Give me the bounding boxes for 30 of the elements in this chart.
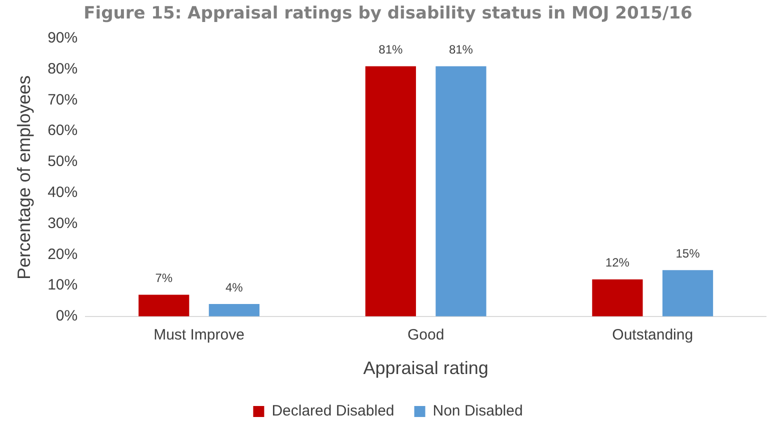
y-tick-label: 60% xyxy=(48,122,78,140)
data-label: 81% xyxy=(448,42,474,57)
y-tick-label: 50% xyxy=(48,153,78,170)
y-tick-label: 10% xyxy=(48,276,78,294)
y-tick-label: 0% xyxy=(56,308,78,325)
chart-title: Figure 15: Appraisal ratings by disability status in MOJ 2015/16 xyxy=(84,4,692,24)
x-tick-label: Must Improve xyxy=(154,326,244,344)
data-label: 81% xyxy=(378,42,403,57)
data-label: 15% xyxy=(676,246,700,260)
y-tick-label: 40% xyxy=(48,184,78,201)
data-label: 12% xyxy=(605,256,630,270)
data-label: 7% xyxy=(155,271,173,286)
bar xyxy=(662,270,714,316)
y-axis-title: Percentage of employees xyxy=(14,75,34,280)
legend-label: Declared Disabled xyxy=(272,402,394,420)
bar xyxy=(592,279,643,316)
y-tick-label: 70% xyxy=(48,91,78,108)
x-tick-label: Good xyxy=(407,326,444,344)
bar xyxy=(138,294,190,316)
y-tick-label: 90% xyxy=(48,30,78,47)
y-tick-label: 30% xyxy=(48,214,78,232)
legend-label: Non Disabled xyxy=(432,402,523,420)
bar xyxy=(436,66,486,316)
y-tick-label: 80% xyxy=(48,60,78,78)
bar xyxy=(208,304,260,316)
x-axis-title: Appraisal rating xyxy=(363,358,488,378)
x-tick-label: Outstanding xyxy=(612,326,694,344)
bar xyxy=(365,66,416,316)
y-tick-label: 20% xyxy=(48,246,78,263)
data-label: 4% xyxy=(226,280,244,294)
